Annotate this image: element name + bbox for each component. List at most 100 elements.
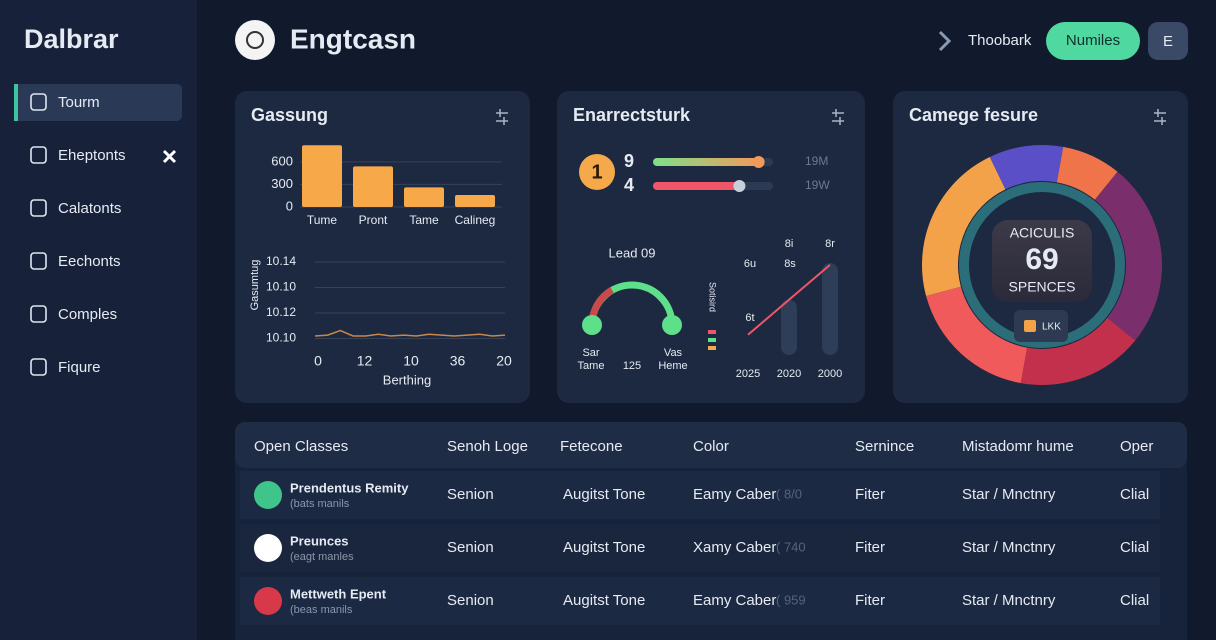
- gauge-label: Vas: [664, 347, 683, 359]
- progress-knob: [752, 156, 765, 168]
- table-cell: Augitst Tone: [563, 486, 645, 503]
- gauge-label: Heme: [658, 360, 687, 372]
- x-tick-label: Pront: [359, 213, 388, 227]
- nav-icon: [30, 252, 47, 270]
- nav-item[interactable]: Eechonts: [58, 253, 121, 270]
- y-tick-label: 10.10: [266, 280, 296, 294]
- nav-item[interactable]: Fiqure: [58, 359, 101, 376]
- table-cell: Fiter: [855, 486, 885, 503]
- progress-value: 19M: [805, 154, 828, 168]
- donut-segment: [1094, 171, 1163, 341]
- trend-line: [747, 264, 831, 336]
- annotation: 8i: [785, 238, 794, 250]
- avatar-initial[interactable]: E: [1163, 33, 1173, 50]
- table-cell: Eamy Caber: [693, 486, 776, 503]
- donut-segment: [926, 286, 1028, 384]
- gauge-knob: [662, 315, 682, 335]
- row-icon: [254, 534, 282, 562]
- donut-segment: [1056, 146, 1118, 200]
- bar: [353, 166, 393, 207]
- annotation: 6t: [745, 312, 754, 324]
- table-cell: Clial: [1120, 592, 1149, 609]
- table-cell: ( 8/0: [776, 486, 802, 501]
- row-name: Preunces: [290, 533, 349, 548]
- table-row[interactable]: [240, 471, 1160, 519]
- primary-button-label[interactable]: Numiles: [1066, 32, 1120, 49]
- card-menu[interactable]: [832, 109, 844, 125]
- card-menu[interactable]: [496, 109, 508, 125]
- column-header[interactable]: Fetecone: [560, 438, 623, 455]
- card: [235, 91, 530, 403]
- table-cell: Clial: [1120, 486, 1149, 503]
- table-cell: Xamy Caber: [693, 539, 776, 556]
- table-cell: Senion: [447, 539, 494, 556]
- y-tick-label: 10.14: [266, 254, 296, 268]
- nav-item[interactable]: Comples: [58, 306, 117, 323]
- badge-label: 1: [591, 161, 602, 183]
- card: [557, 91, 865, 403]
- close-icon[interactable]: [162, 149, 177, 164]
- bar: [404, 187, 444, 207]
- progress-knob: [733, 180, 746, 192]
- table-cell: Star / Mnctnry: [962, 539, 1056, 556]
- x-axis-label: Berthing: [383, 372, 431, 387]
- table-cell: Fiter: [855, 539, 885, 556]
- center-label: ACICULIS: [1010, 225, 1075, 241]
- nav-icon: [30, 199, 47, 217]
- column-header[interactable]: Open Classes: [254, 438, 348, 455]
- table-cell: Senion: [447, 486, 494, 503]
- app-title: Engtcasn: [290, 23, 416, 54]
- y-tick-label: 10.10: [266, 331, 296, 345]
- row-icon: [254, 481, 282, 509]
- table-row[interactable]: [240, 577, 1160, 625]
- x-tick-label: Tame: [409, 213, 439, 227]
- nav-item[interactable]: Tourm: [58, 94, 100, 111]
- gauge-value: 125: [623, 360, 641, 372]
- nav-item[interactable]: Calatonts: [58, 200, 121, 217]
- header-link[interactable]: Thoobark: [968, 32, 1032, 49]
- donut-inner-ring: [959, 182, 1125, 348]
- nav-icon: [30, 93, 47, 111]
- card-title: Gassung: [251, 105, 328, 125]
- nav-item[interactable]: Eheptonts: [58, 147, 126, 164]
- active-item[interactable]: [14, 84, 182, 121]
- column-header[interactable]: Oper: [1120, 438, 1153, 455]
- progress-fill: [653, 182, 740, 190]
- table-cell: Clial: [1120, 539, 1149, 556]
- legend-label: LKK: [1042, 322, 1061, 333]
- x-tick-label: 2000: [818, 368, 842, 380]
- column-header[interactable]: Mistadomr hume: [962, 438, 1074, 455]
- nav-icon: [30, 305, 47, 323]
- column-header[interactable]: Sernince: [855, 438, 914, 455]
- row-icon: [254, 587, 282, 615]
- x-tick-label: 2020: [777, 368, 801, 380]
- y-tick-label: 600: [271, 153, 293, 168]
- y-tick-label: 0: [286, 198, 293, 213]
- gauge-title: Lead 09: [609, 245, 656, 260]
- card-menu[interactable]: [1154, 109, 1166, 125]
- table-cell: Augitst Tone: [563, 592, 645, 609]
- primary-button[interactable]: [1046, 22, 1140, 60]
- table-cell: Eamy Caber: [693, 592, 776, 609]
- legend-swatch: [708, 330, 716, 334]
- active-marker: [14, 84, 18, 121]
- row-name: (beas manils: [290, 604, 353, 616]
- progress-value: 19W: [805, 178, 830, 192]
- column-header[interactable]: Senoh Loge: [447, 438, 528, 455]
- avatar[interactable]: [1148, 22, 1188, 60]
- progress-label: 4: [624, 175, 634, 195]
- row-name: (eagt manles: [290, 551, 354, 563]
- table-cell: Fiter: [855, 592, 885, 609]
- table-cell: Augitst Tone: [563, 539, 645, 556]
- annotation: 8r: [825, 238, 835, 250]
- table-cell: ( 740: [776, 539, 806, 554]
- row-name: Mettweth Epent: [290, 586, 387, 601]
- table-row[interactable]: [240, 524, 1160, 572]
- row-name: Prendentus Remity: [290, 480, 409, 495]
- badge: [579, 154, 615, 190]
- column-header[interactable]: Color: [693, 438, 729, 455]
- row-name: (bats manils: [290, 498, 350, 510]
- legend-box[interactable]: [1014, 310, 1068, 342]
- legend-swatch: [1024, 320, 1036, 332]
